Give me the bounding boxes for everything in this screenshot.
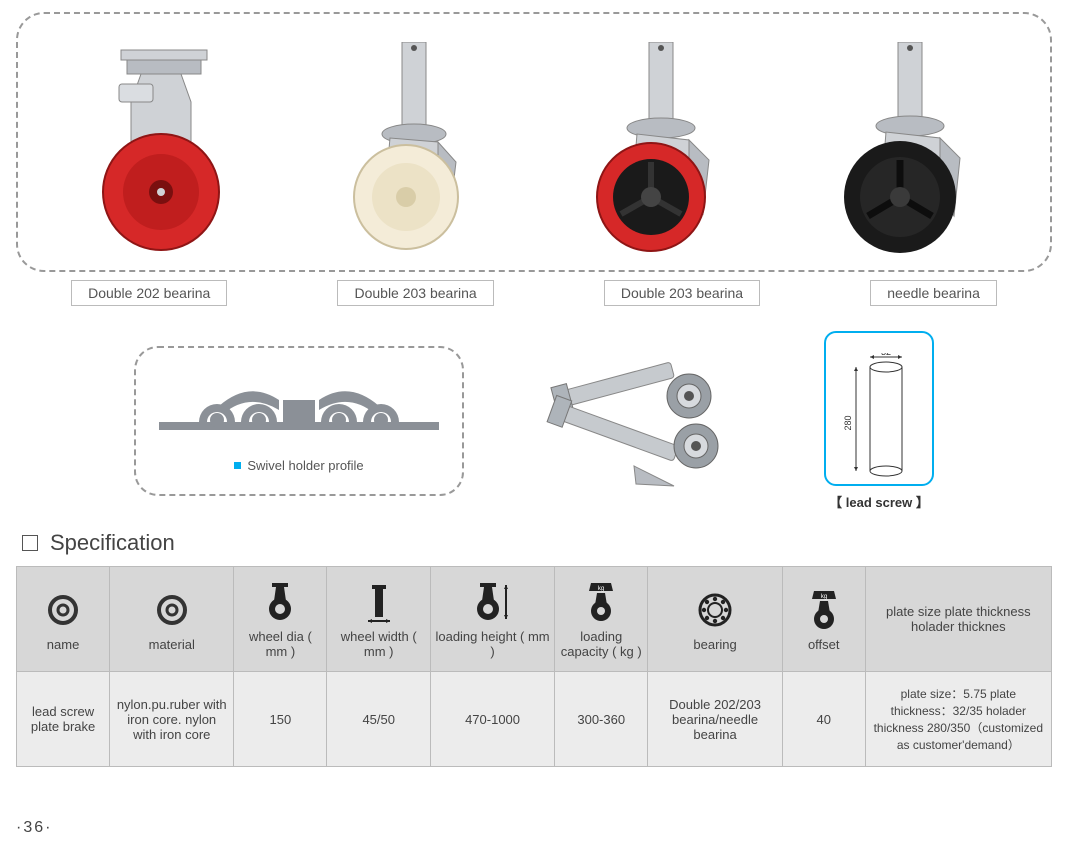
name-icon [21, 587, 105, 633]
svg-text:kg: kg [821, 594, 827, 600]
product-gallery [16, 12, 1052, 272]
spec-header-row: name material wheel dia ( mm ) wheel wid… [17, 567, 1052, 672]
cell-name: lead screw plate brake [17, 672, 110, 767]
col-wheel-width: wheel width ( mm ) [327, 567, 431, 672]
lead-screw-diagram: 32 280 [824, 331, 934, 486]
swivel-profile-icon [159, 370, 439, 450]
lead-screw-caption: 【 lead screw 】 [829, 492, 929, 511]
cell-loading-capacity: 300-360 [555, 672, 648, 767]
loading-capacity-icon: kg [559, 579, 643, 625]
col-bearing: bearing [648, 567, 783, 672]
product-4 [783, 42, 1032, 262]
spec-heading-text: Specification [50, 530, 175, 556]
product-3-label: Double 203 bearina [604, 280, 760, 306]
svg-text:kg: kg [598, 586, 604, 592]
product-3 [534, 42, 783, 262]
swivel-profile-box: Swivel holder profile [134, 346, 464, 496]
cell-plate-size: plate size：5.75 plate thickness：32/35 ho… [865, 672, 1051, 767]
bearing-icon [652, 587, 778, 633]
product-4-image [818, 42, 998, 262]
bullet-icon [234, 462, 241, 469]
mid-row: Swivel holder profile [16, 326, 1052, 516]
col-offset: kg offset [782, 567, 865, 672]
cell-bearing: Double 202/203 bearina/needle bearina [648, 672, 783, 767]
cell-loading-height: 470-1000 [430, 672, 554, 767]
wheel-width-icon [331, 579, 426, 625]
spec-data-row: lead screw plate brake nylon.pu.ruber wi… [17, 672, 1052, 767]
cell-material: nylon.pu.ruber with iron core. nylon wit… [110, 672, 234, 767]
svg-text:280: 280 [843, 415, 853, 430]
svg-text:32: 32 [881, 353, 891, 357]
col-loading-height: loading height ( mm ) [430, 567, 554, 672]
product-1 [36, 42, 285, 262]
product-2-label: Double 203 bearina [337, 280, 493, 306]
page-number: ·36· [16, 819, 52, 837]
cell-wheel-dia: 150 [234, 672, 327, 767]
product-4-label: needle bearina [870, 280, 997, 306]
col-loading-capacity: kg loading capacity ( kg ) [555, 567, 648, 672]
col-plate-size: plate size plate thickness holader thick… [865, 567, 1051, 672]
product-3-image [569, 42, 749, 262]
material-icon [114, 587, 229, 633]
swivel-caption: Swivel holder profile [234, 458, 363, 473]
swivel-caption-text: Swivel holder profile [247, 458, 363, 473]
wheel-dia-icon [238, 579, 322, 625]
col-wheel-dia: wheel dia ( mm ) [234, 567, 327, 672]
product-labels-row: Double 202 bearina Double 203 bearina Do… [16, 280, 1052, 306]
cell-offset: 40 [782, 672, 865, 767]
col-name: name [17, 567, 110, 672]
loading-height-icon [435, 579, 550, 625]
bolts-image [504, 336, 744, 506]
product-1-image [71, 42, 251, 262]
col-material: material [110, 567, 234, 672]
product-2-image [320, 42, 500, 262]
square-icon [22, 535, 38, 551]
lead-screw-box: 32 280 【 lead screw 】 [824, 331, 934, 511]
spec-heading: Specification [22, 530, 1052, 556]
product-2 [285, 42, 534, 262]
offset-icon: kg [787, 587, 861, 633]
cell-wheel-width: 45/50 [327, 672, 431, 767]
spec-table: name material wheel dia ( mm ) wheel wid… [16, 566, 1052, 767]
product-1-label: Double 202 bearina [71, 280, 227, 306]
